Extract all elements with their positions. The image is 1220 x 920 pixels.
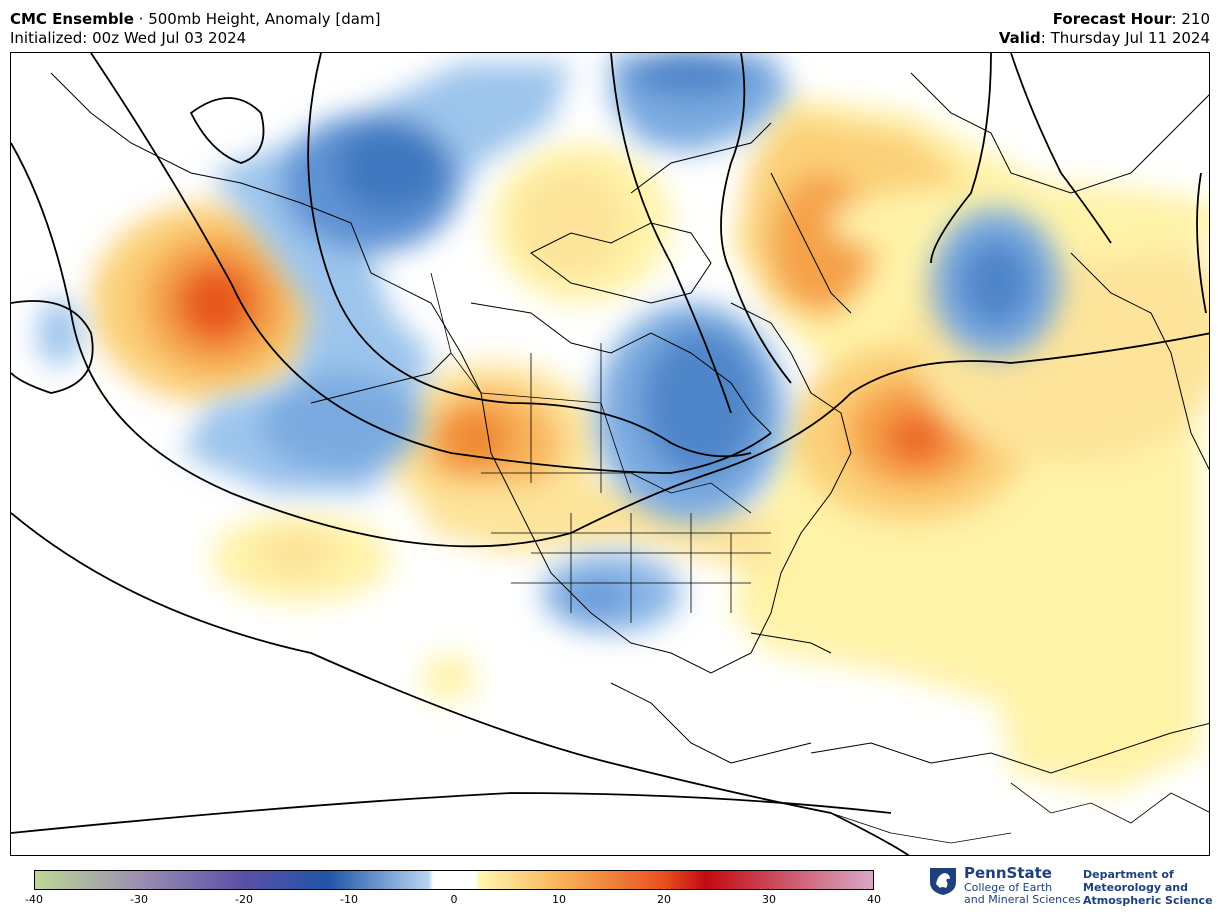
college-name-line1: College of Earth [964,881,1053,894]
map-title: CMC Ensemble · 500mb Height, Anomaly [da… [10,10,380,28]
initialized-label: Initialized: [10,29,88,47]
colorbar-tick: -20 [235,893,253,906]
initialized-line: Initialized: 00z Wed Jul 03 2024 [10,29,246,47]
height-contours [11,53,1209,855]
colorbar-tick: 10 [552,893,566,906]
pennstate-shield-icon [930,868,956,895]
colorbar-tick: -30 [130,893,148,906]
forecast-hour-line: Forecast Hour: 210 [1053,10,1210,28]
initialized-value: 00z Wed Jul 03 2024 [87,29,247,47]
forecast-hour-value: : 210 [1171,10,1210,28]
title-separator: · [133,10,149,28]
department-line3: Atmospheric Science [1083,894,1213,907]
pennstate-wordmark: PennState [964,864,1052,882]
valid-label: Valid [998,29,1041,47]
political-boundaries [430,272,1209,844]
colorbar-tick: -40 [25,893,43,906]
colorbar-tick: 0 [450,893,458,906]
valid-value: : Thursday Jul 11 2024 [1040,29,1210,47]
model-name: CMC Ensemble [10,10,134,28]
map-panel [10,52,1210,856]
forecast-hour-label: Forecast Hour [1052,10,1172,28]
anomaly-colorbar [34,870,874,890]
department-line1: Department of [1083,868,1174,881]
product-name: 500mb Height, Anomaly [dam] [148,10,381,28]
valid-time-line: Valid: Thursday Jul 11 2024 [999,29,1210,47]
colorbar-tick: 30 [762,893,776,906]
colorbar-tick: 40 [867,893,881,906]
anomaly-map [11,53,1209,855]
colorbar-gradient [34,870,874,890]
department-line2: Meteorology and [1083,881,1188,894]
colorbar-tick: -10 [340,893,358,906]
colorbar-tick: 20 [657,893,671,906]
negative-anomaly-shading [37,53,1061,633]
college-name-line2: and Mineral Sciences [964,893,1081,906]
